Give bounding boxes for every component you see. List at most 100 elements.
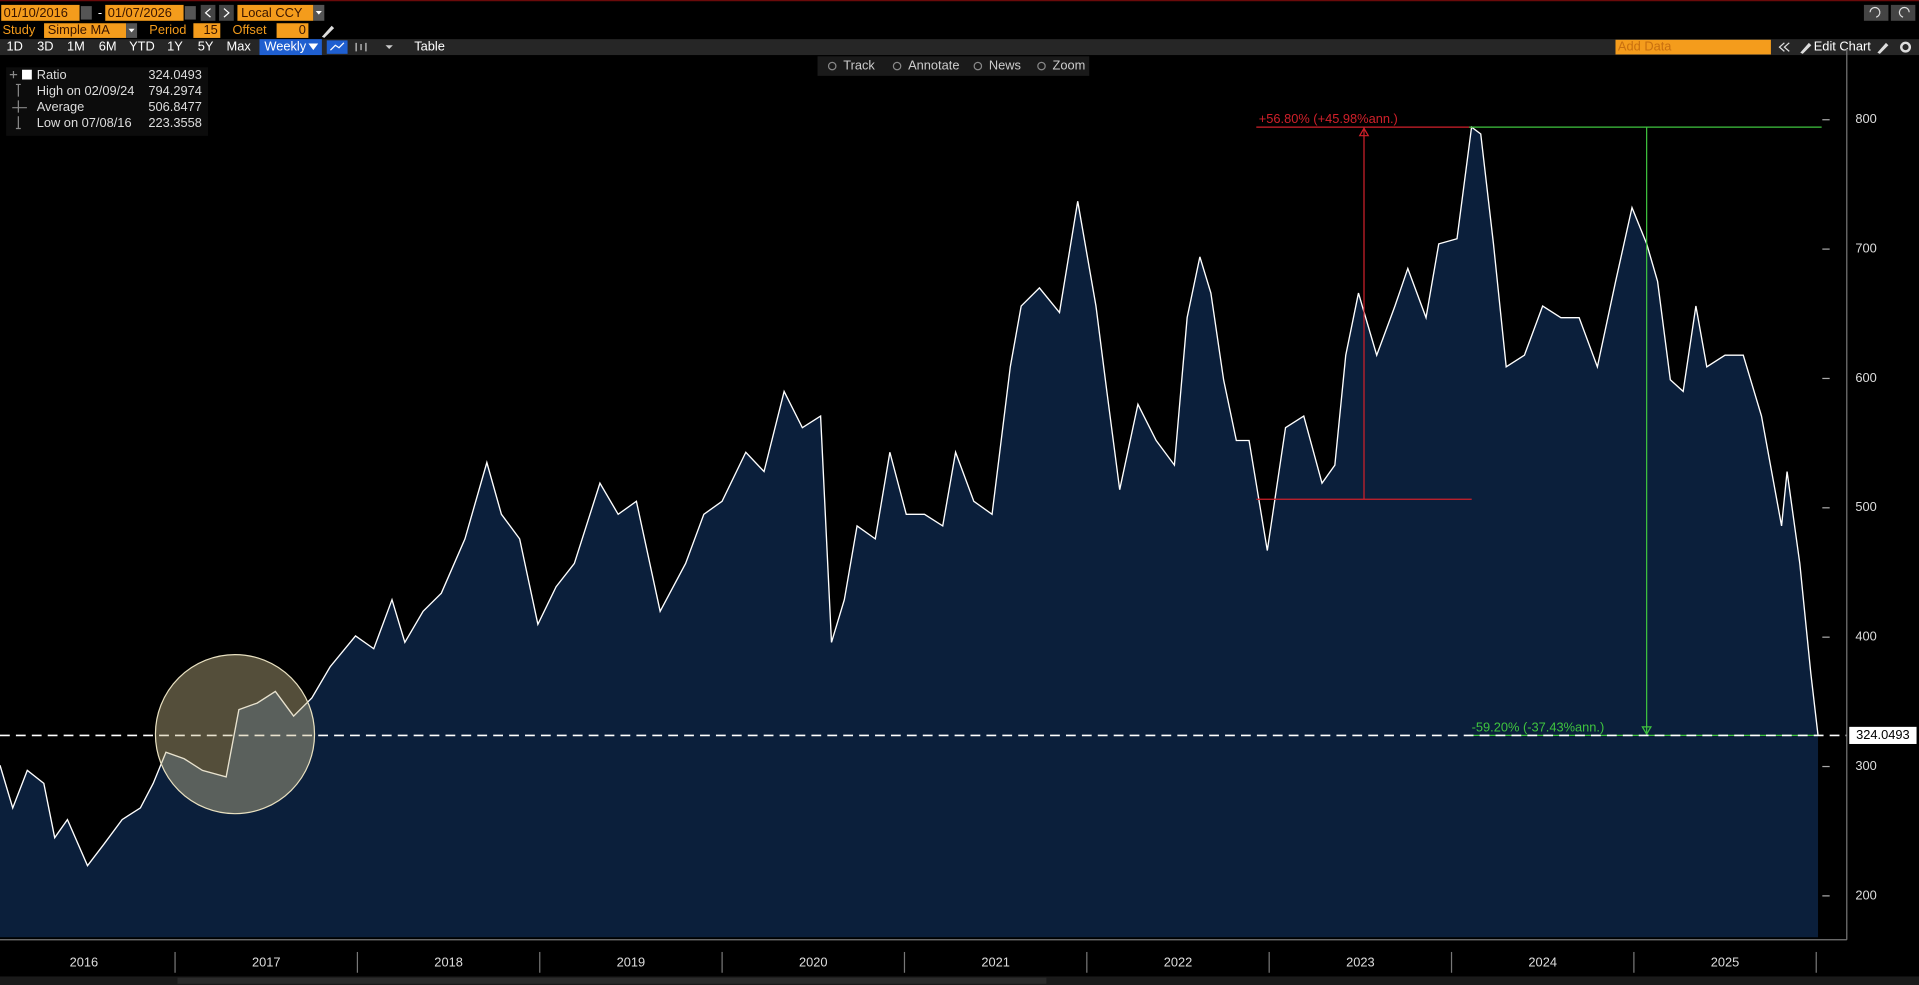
- end-date: 01/07/2026: [108, 5, 172, 20]
- currency-field[interactable]: [237, 4, 314, 21]
- range-button[interactable]: 1M: [67, 39, 85, 54]
- x-tick-label: 2023: [1346, 954, 1375, 969]
- pencil-icon[interactable]: [321, 25, 335, 38]
- study-label: Study: [2, 22, 35, 37]
- tool-buttons: Track Annotate News Zoom: [827, 57, 1086, 72]
- stats-rows: Ratio 324.0493 High on 02/09/24 794.2974 Ave…: [37, 67, 202, 130]
- tool-button[interactable]: Annotate: [908, 57, 959, 72]
- x-tick-label: 2020: [799, 954, 828, 969]
- series-line: [0, 125, 1819, 868]
- chart: 200 300 400 500 600 700 800 2016 2017 2018 2019 202…: [0, 111, 1917, 973]
- x-tick-label: 2017: [252, 954, 281, 969]
- pencil-icon: [1800, 42, 1812, 54]
- x-tick-label: 2021: [981, 954, 1010, 969]
- stat-value: 223.3558: [148, 115, 202, 130]
- y-tick-label: 500: [1855, 499, 1876, 514]
- dropdown-icon[interactable]: [385, 45, 393, 49]
- table-button[interactable]: Table: [414, 39, 445, 54]
- range-button[interactable]: 6M: [99, 39, 117, 54]
- offset: 0: [299, 22, 306, 37]
- frequency: Weekly: [264, 39, 306, 54]
- scroll-thumb[interactable]: [177, 977, 1047, 984]
- stat-value: 324.0493: [148, 67, 202, 82]
- y-tick-label: 800: [1855, 111, 1876, 126]
- range-button[interactable]: 3D: [37, 39, 53, 54]
- y-tick-label: 200: [1855, 887, 1876, 902]
- x-tick-label: 2022: [1164, 954, 1193, 969]
- tool-button[interactable]: News: [989, 57, 1021, 72]
- ratio-swatch: [22, 69, 32, 80]
- highlight-circle: [154, 654, 316, 815]
- range-button[interactable]: Max: [227, 39, 252, 54]
- tool-button[interactable]: Track: [843, 57, 875, 72]
- next-icon: [223, 8, 230, 18]
- offset-field[interactable]: [276, 23, 309, 38]
- stat-label: Average: [37, 99, 85, 114]
- bar-icon[interactable]: [355, 42, 367, 52]
- collapse-icon[interactable]: [1778, 42, 1790, 52]
- y-tick-label: 300: [1855, 758, 1876, 773]
- stat-label: High on 02/09/24: [37, 83, 135, 98]
- stat-label: Low on 07/08/16: [37, 115, 132, 130]
- x-tick-label: 2019: [617, 954, 646, 969]
- last-value-marker: [1849, 726, 1917, 744]
- stats-box: [6, 67, 209, 136]
- toolbar-row: [0, 39, 1919, 56]
- dropdown-icon: [315, 11, 322, 15]
- measure-label: +56.80% (+45.98%ann.): [1259, 111, 1398, 126]
- calendar-button[interactable]: [184, 6, 196, 20]
- stat-value: 506.8477: [148, 99, 202, 114]
- stat-value: 794.2974: [148, 83, 202, 98]
- x-tick-label: 2025: [1711, 954, 1740, 969]
- study: Simple MA: [48, 22, 110, 37]
- range-button[interactable]: 5Y: [198, 39, 214, 54]
- y-tick-label: 600: [1855, 370, 1876, 385]
- edit-chart-button[interactable]: Edit Chart: [1814, 39, 1871, 54]
- prev-icon: [204, 8, 211, 18]
- add-data: Add Data: [1618, 39, 1672, 54]
- redo-icon: [1898, 6, 1910, 18]
- x-tick-label: 2018: [434, 954, 463, 969]
- x-tick-label: 2016: [70, 954, 99, 969]
- next-button[interactable]: [219, 4, 234, 21]
- undo-icon: [1869, 6, 1881, 18]
- period-field[interactable]: [193, 23, 221, 38]
- end-date-field[interactable]: [105, 4, 184, 21]
- start-date-field[interactable]: [1, 4, 80, 21]
- tool-icon: [892, 61, 902, 71]
- period: 15: [204, 22, 218, 37]
- calendar-button[interactable]: [80, 6, 92, 20]
- last-value-label: 324.0493: [1856, 727, 1910, 742]
- range-button[interactable]: 1Y: [167, 39, 183, 54]
- measure-arrow: [1641, 726, 1652, 736]
- redo-button[interactable]: [1890, 4, 1916, 21]
- x-tick-label: 2024: [1528, 954, 1557, 969]
- range-button[interactable]: 1D: [6, 39, 22, 54]
- chart-tools: [817, 56, 1090, 76]
- start-date: 01/10/2016: [4, 5, 68, 20]
- currency: Local CCY: [241, 5, 303, 20]
- dropdown-icon: [128, 28, 135, 33]
- period-label: Period: [149, 22, 186, 37]
- line-icon: [330, 42, 345, 51]
- tool-icon: [1037, 61, 1046, 71]
- prev-button[interactable]: [200, 4, 216, 21]
- frequency-button[interactable]: [259, 39, 322, 56]
- add-data-field[interactable]: [1615, 39, 1771, 55]
- offset-label: Offset: [233, 22, 267, 37]
- range-button[interactable]: YTD: [129, 39, 155, 54]
- settings-icon[interactable]: [1900, 41, 1912, 53]
- undo-button[interactable]: [1863, 4, 1889, 21]
- date-separator: -: [98, 5, 102, 20]
- edit-icon[interactable]: [1877, 42, 1889, 54]
- tool-icon: [827, 61, 837, 71]
- range-buttons: 1D 3D 1M 6M YTD 1Y 5Y Max: [6, 39, 251, 54]
- measure-label: -59.20% (-37.43%ann.): [1472, 719, 1605, 734]
- stat-label: Ratio: [37, 67, 67, 82]
- tool-icon: [973, 61, 983, 71]
- tool-button[interactable]: Zoom: [1053, 57, 1086, 72]
- study-field[interactable]: [44, 23, 127, 38]
- stats-tree: [9, 70, 27, 130]
